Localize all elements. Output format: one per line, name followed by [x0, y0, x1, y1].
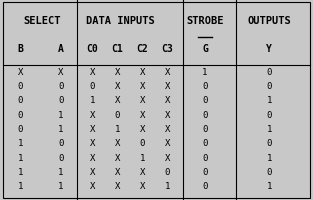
Text: 0: 0 [202, 139, 208, 148]
Text: 0: 0 [140, 139, 145, 148]
Text: X: X [90, 125, 95, 134]
Text: 1: 1 [58, 111, 64, 120]
Text: G: G [202, 44, 208, 54]
Text: Y: Y [266, 44, 272, 54]
Text: 0: 0 [58, 139, 64, 148]
Text: 1: 1 [18, 182, 23, 191]
Text: 1: 1 [58, 168, 64, 177]
Text: 1: 1 [115, 125, 120, 134]
Text: X: X [140, 182, 145, 191]
Text: X: X [140, 168, 145, 177]
Text: X: X [115, 168, 120, 177]
Text: C3: C3 [162, 44, 173, 54]
Text: 0: 0 [202, 82, 208, 91]
Text: X: X [165, 68, 170, 77]
Text: 0: 0 [266, 111, 272, 120]
Text: STROBE: STROBE [186, 16, 224, 26]
Text: 1: 1 [266, 96, 272, 105]
Text: 0: 0 [18, 125, 23, 134]
Text: X: X [115, 82, 120, 91]
Text: X: X [165, 139, 170, 148]
Text: X: X [165, 125, 170, 134]
Text: SELECT: SELECT [23, 16, 61, 26]
Text: 1: 1 [58, 182, 64, 191]
Text: 0: 0 [202, 154, 208, 163]
Text: 1: 1 [202, 68, 208, 77]
Text: 0: 0 [58, 96, 64, 105]
Text: 0: 0 [266, 68, 272, 77]
Text: 0: 0 [266, 82, 272, 91]
Text: 0: 0 [202, 111, 208, 120]
Text: 0: 0 [202, 125, 208, 134]
Text: 0: 0 [18, 82, 23, 91]
Text: 0: 0 [58, 82, 64, 91]
Text: X: X [165, 96, 170, 105]
Text: 1: 1 [18, 139, 23, 148]
Text: 0: 0 [18, 111, 23, 120]
Text: 0: 0 [202, 168, 208, 177]
Text: X: X [90, 68, 95, 77]
Text: 0: 0 [115, 111, 120, 120]
Text: X: X [165, 82, 170, 91]
Text: 0: 0 [266, 139, 272, 148]
Text: X: X [115, 182, 120, 191]
Text: X: X [90, 168, 95, 177]
Text: 1: 1 [58, 125, 64, 134]
Text: X: X [165, 111, 170, 120]
Text: 1: 1 [18, 168, 23, 177]
Text: X: X [115, 139, 120, 148]
Text: C1: C1 [111, 44, 123, 54]
Text: 1: 1 [266, 154, 272, 163]
Text: 0: 0 [18, 96, 23, 105]
Text: 0: 0 [90, 82, 95, 91]
Text: X: X [115, 68, 120, 77]
Text: 0: 0 [202, 182, 208, 191]
Text: X: X [115, 154, 120, 163]
Text: 1: 1 [18, 154, 23, 163]
Text: 1: 1 [140, 154, 145, 163]
Text: X: X [140, 68, 145, 77]
Text: 0: 0 [202, 96, 208, 105]
Text: 1: 1 [90, 96, 95, 105]
Text: X: X [90, 182, 95, 191]
Text: 0: 0 [58, 154, 64, 163]
Text: X: X [140, 125, 145, 134]
Text: X: X [18, 68, 23, 77]
Text: X: X [115, 96, 120, 105]
Text: DATA INPUTS: DATA INPUTS [86, 16, 155, 26]
Text: X: X [165, 154, 170, 163]
Text: X: X [140, 82, 145, 91]
Text: OUTPUTS: OUTPUTS [247, 16, 291, 26]
Text: 0: 0 [165, 168, 170, 177]
Text: B: B [18, 44, 23, 54]
Text: X: X [90, 111, 95, 120]
Text: A: A [58, 44, 64, 54]
Text: X: X [90, 139, 95, 148]
Text: C2: C2 [136, 44, 148, 54]
Text: X: X [58, 68, 64, 77]
Text: X: X [140, 111, 145, 120]
Text: X: X [140, 96, 145, 105]
Text: 0: 0 [266, 168, 272, 177]
Text: X: X [90, 154, 95, 163]
Text: 1: 1 [266, 125, 272, 134]
Text: 1: 1 [165, 182, 170, 191]
Text: C0: C0 [86, 44, 98, 54]
Text: 1: 1 [266, 182, 272, 191]
